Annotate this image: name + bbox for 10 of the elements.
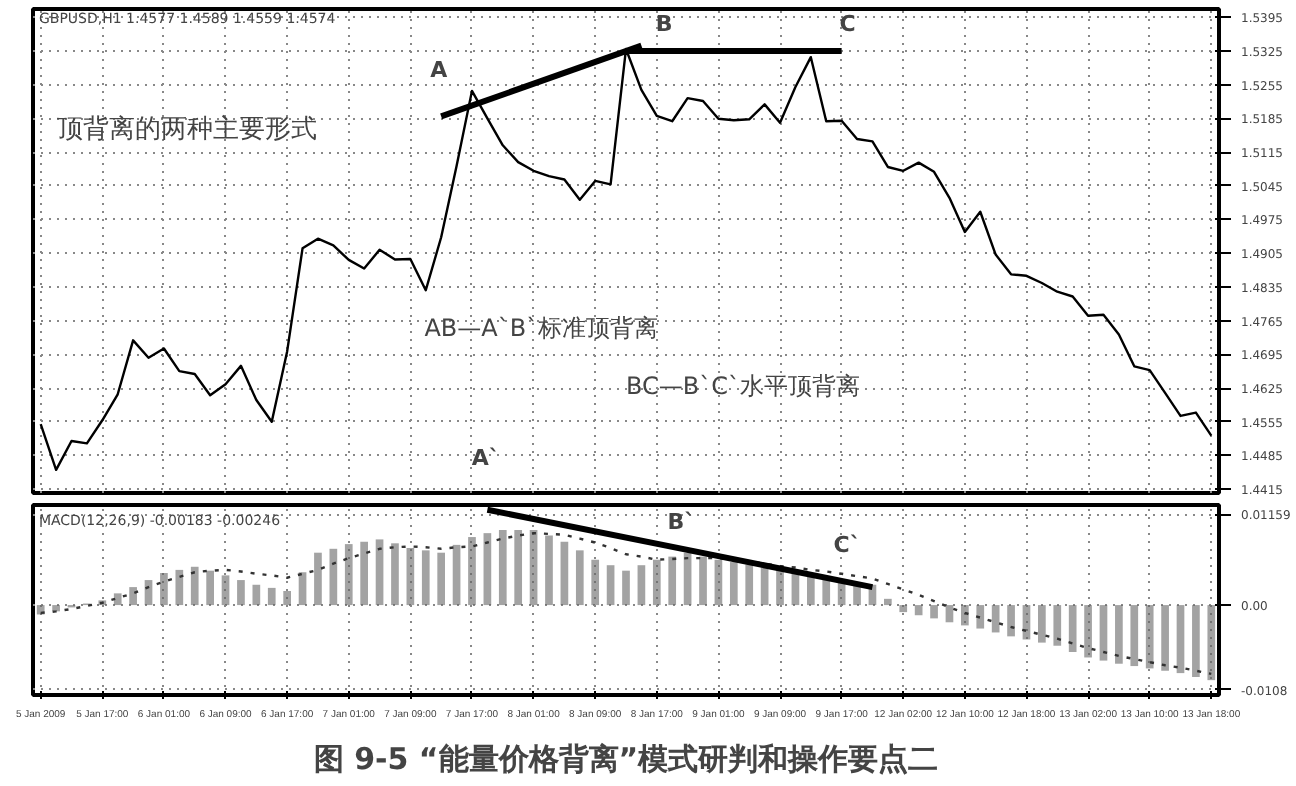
text: 图 9-5 “能量价格背离”模式研判和操作要点二 (313, 741, 939, 777)
annotation: C (839, 11, 856, 38)
annotation: BC—B`C`水平顶背离 (626, 372, 861, 400)
annotation: AB—A`B`标准顶背离 (424, 313, 659, 342)
annotation: A` (471, 444, 500, 471)
annotation: B (655, 11, 673, 38)
annotation: B` (667, 508, 696, 535)
annotation: A (430, 57, 449, 84)
annotation: 顶背离的两种主要形式 (56, 113, 317, 146)
annotation: C` (833, 531, 861, 558)
